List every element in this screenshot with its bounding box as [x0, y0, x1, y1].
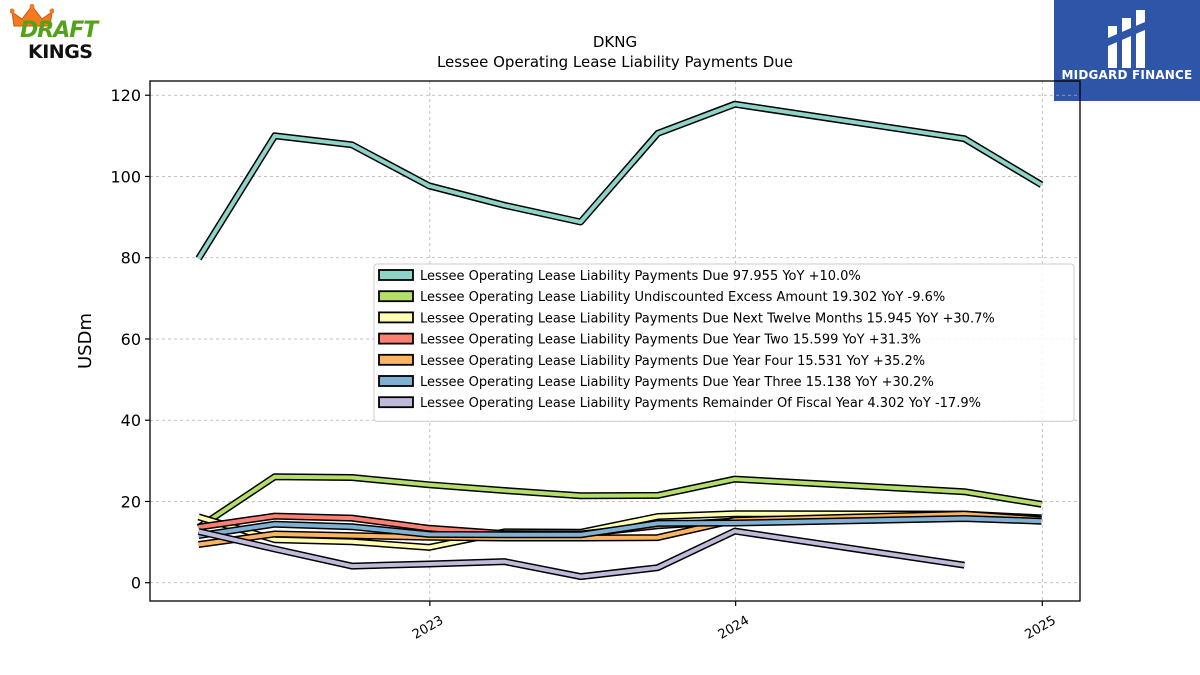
- legend-entry: Lessee Operating Lease Liability Payment…: [420, 396, 981, 411]
- legend-swatch: [378, 353, 414, 366]
- legend-box: [373, 263, 1075, 422]
- logo-word-bottom: KINGS: [28, 41, 93, 63]
- x-tick-label: 2023: [410, 613, 446, 643]
- legend-entry: Lessee Operating Lease Liability Payment…: [420, 375, 934, 390]
- series-line: [196, 102, 1043, 260]
- y-tick-label: 0: [131, 574, 141, 593]
- series-line-outline: [195, 100, 1044, 261]
- legend-entry: Lessee Operating Lease Liability Payment…: [420, 354, 925, 369]
- y-axis-label: USDm: [75, 313, 96, 369]
- y-tick-label: 80: [121, 249, 141, 268]
- series-line: [197, 474, 1042, 530]
- chart-title: DKNG: [593, 33, 637, 51]
- y-tick-label: 120: [110, 86, 141, 105]
- legend-swatch: [378, 290, 414, 303]
- plot-frame: [149, 80, 1081, 602]
- legend: Lessee Operating Lease Liability Payment…: [373, 263, 1075, 422]
- logo-word-top: DRAFT: [20, 18, 98, 43]
- y-tick-label: 60: [121, 330, 141, 349]
- legend-swatch: [378, 375, 414, 387]
- legend-swatch: [378, 311, 414, 324]
- legend-swatch: [378, 396, 414, 409]
- draftkings-logo: DRAFT KINGS: [4, 4, 120, 66]
- legend-swatch: [378, 269, 414, 281]
- x-tick-label: 2025: [1022, 613, 1058, 643]
- midgard-finance-logo: MIDGARD FINANCE: [1054, 0, 1200, 101]
- crown-icon: [10, 4, 54, 27]
- series-line: [198, 516, 1042, 538]
- y-tick-label: 20: [121, 492, 141, 511]
- y-tick-label: 100: [110, 167, 141, 186]
- chart-subtitle: Lessee Operating Lease Liability Payment…: [437, 53, 793, 71]
- series-lines: [195, 100, 1044, 581]
- legend-swatch: [378, 332, 414, 345]
- legend-entry: Lessee Operating Lease Liability Payment…: [420, 269, 861, 284]
- midgard-mark-icon: [1108, 10, 1145, 68]
- legend-entry: Lessee Operating Lease Liability Payment…: [420, 311, 995, 326]
- midgard-logo-text: MIDGARD FINANCE: [1061, 68, 1193, 82]
- series-line: [198, 529, 965, 579]
- y-tick-label: 40: [121, 411, 141, 430]
- legend-entry: Lessee Operating Lease Liability Undisco…: [420, 290, 945, 305]
- legend-entry: Lessee Operating Lease Liability Payment…: [420, 333, 921, 348]
- x-tick-label: 2024: [716, 613, 752, 643]
